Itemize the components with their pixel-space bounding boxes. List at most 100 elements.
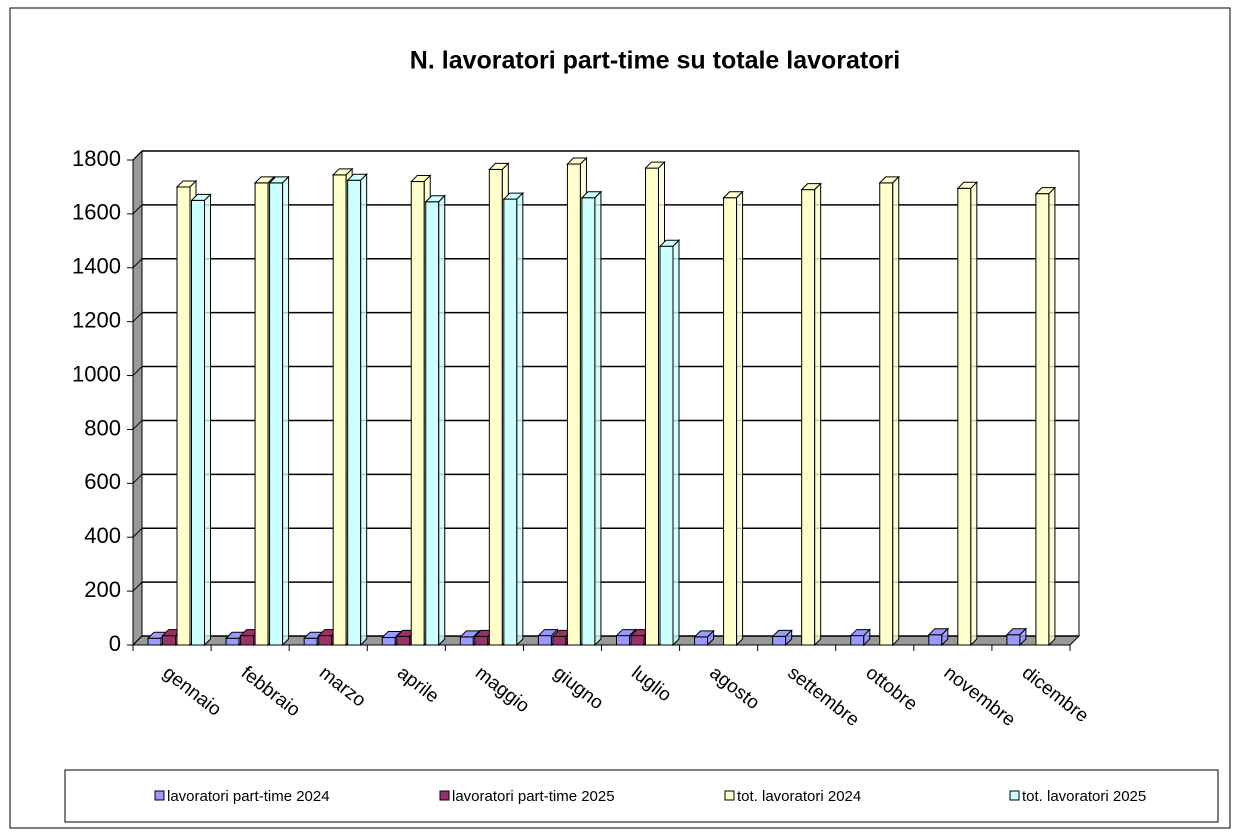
legend-swatch <box>439 790 450 801</box>
bar-front <box>240 635 255 646</box>
bar-front <box>537 635 552 646</box>
bar-side <box>516 191 524 647</box>
bar-front <box>254 182 269 646</box>
bar-side <box>438 194 446 647</box>
bar-front <box>488 168 503 646</box>
bar-side <box>282 175 290 647</box>
bar <box>580 190 603 647</box>
bar-front <box>659 245 674 646</box>
bar <box>722 190 744 647</box>
bar-side <box>360 173 368 647</box>
bar <box>771 629 793 647</box>
legend-box <box>64 769 1219 823</box>
grid-line-side <box>132 258 143 269</box>
bar-front <box>566 163 581 646</box>
bar-side <box>863 628 871 647</box>
bar-front <box>581 197 596 646</box>
y-tick-label: 400 <box>84 523 121 548</box>
bar-front <box>928 634 943 646</box>
bar-side <box>941 627 949 647</box>
bar-front <box>850 635 865 646</box>
grid-line-side <box>132 527 143 538</box>
bar-front <box>616 635 630 646</box>
grid-line-side <box>132 473 143 484</box>
grid-line-side <box>132 635 143 646</box>
bar-side <box>970 181 978 647</box>
bar-side <box>736 190 744 647</box>
y-tick-label: 600 <box>84 469 121 494</box>
bar-front <box>225 637 240 646</box>
bar-front <box>191 199 205 646</box>
bar-side <box>594 190 602 647</box>
bar-side <box>204 193 211 647</box>
bar-front <box>552 635 567 646</box>
bar-front <box>630 635 645 646</box>
bar-front <box>723 197 738 646</box>
bar <box>502 191 525 647</box>
legend-label: lavoratori part-time 2024 <box>167 788 330 805</box>
bar-front <box>503 198 518 646</box>
bar <box>956 181 979 647</box>
bar <box>849 628 871 647</box>
bar-front <box>474 635 489 646</box>
bar-front <box>694 636 709 646</box>
bar-front <box>410 181 425 646</box>
y-tick-label: 1800 <box>72 146 121 171</box>
bar-front <box>879 182 894 646</box>
bar-front <box>332 174 347 646</box>
chart-title: N. lavoratori part-time su totale lavora… <box>410 47 900 75</box>
y-tick-label: 1400 <box>72 254 121 279</box>
bar <box>1005 627 1028 647</box>
bar-front <box>645 167 659 646</box>
y-tick-label: 1000 <box>72 361 121 386</box>
bar <box>878 175 900 647</box>
bar-side <box>672 239 680 647</box>
bar-front <box>303 637 318 646</box>
bar-front <box>957 187 972 646</box>
y-tick-label: 800 <box>84 415 121 440</box>
grid-line-side <box>132 312 143 323</box>
legend-swatch <box>1009 790 1020 801</box>
y-tick-label: 1200 <box>72 307 121 332</box>
y-tick-label: 1600 <box>72 200 121 225</box>
bar-front <box>459 636 474 646</box>
bar-front <box>1035 193 1050 646</box>
bar-side <box>814 182 822 647</box>
bar <box>693 629 715 647</box>
bar <box>658 239 681 647</box>
bar-front <box>801 189 816 646</box>
legend-swatch <box>724 790 735 801</box>
grid-line-side <box>132 150 143 161</box>
chart-border <box>9 7 1231 829</box>
bar-side <box>1019 627 1027 647</box>
bar-front <box>425 201 440 646</box>
bar <box>190 193 212 647</box>
bar <box>346 173 368 647</box>
bar-front <box>269 182 284 646</box>
bar <box>268 175 290 647</box>
grid-line-side <box>132 420 143 430</box>
bar-front <box>396 635 411 646</box>
legend-swatch <box>154 790 165 801</box>
bar-front <box>176 186 191 646</box>
bar-front <box>318 635 333 646</box>
bar <box>459 629 481 647</box>
bar <box>424 194 446 647</box>
bar-front <box>772 635 787 646</box>
bar <box>927 627 950 647</box>
grid-line-side <box>132 366 143 376</box>
bar-side <box>1048 186 1056 647</box>
legend-label: tot. lavoratori 2025 <box>1022 788 1146 805</box>
bar-front <box>1006 634 1021 646</box>
bar-front <box>162 635 176 646</box>
bar <box>1034 186 1057 647</box>
side-wall <box>132 149 143 647</box>
bar-side <box>707 629 715 647</box>
y-tick-label: 200 <box>84 577 121 602</box>
y-tick-label: 0 <box>109 631 121 656</box>
legend-label: tot. lavoratori 2024 <box>737 788 861 805</box>
grid-line-side <box>132 581 143 592</box>
bar-front <box>381 636 396 646</box>
bar-side <box>785 629 793 647</box>
